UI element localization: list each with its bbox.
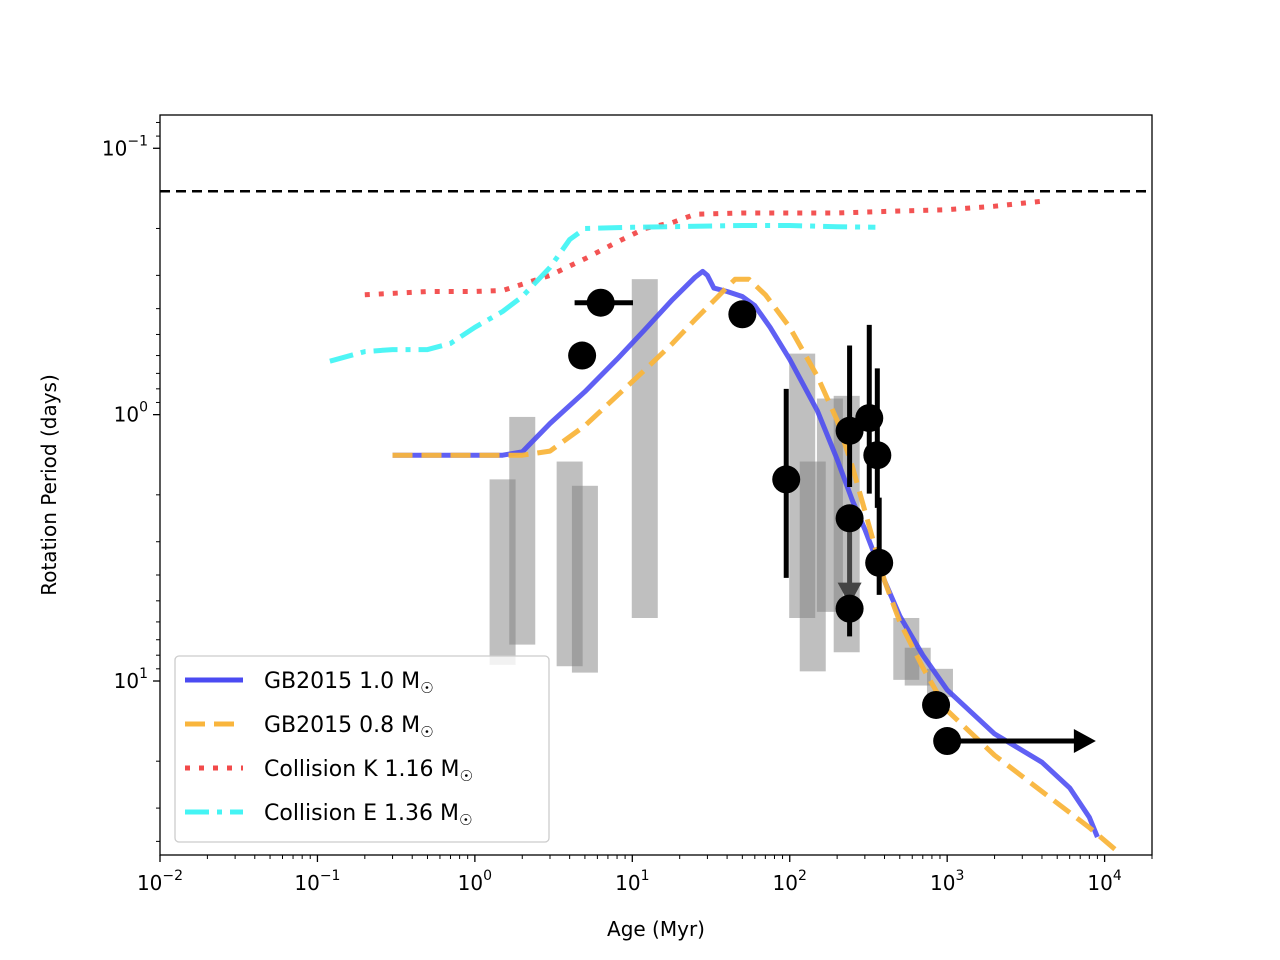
data-point (863, 441, 892, 470)
data-point (835, 504, 864, 533)
y-axis-label: Rotation Period (days) (37, 374, 61, 596)
data-point (835, 594, 864, 623)
legend-label: Collision K 1.16 M☉ (264, 757, 473, 785)
x-tick-label: 100 (458, 868, 492, 895)
data-point (865, 548, 894, 577)
x-tick-label: 101 (615, 868, 649, 895)
data-point (728, 300, 757, 329)
legend-label: GB2015 1.0 M☉ (264, 669, 434, 697)
x-tick-label: 10−2 (137, 868, 183, 895)
y-tick-label: 101 (114, 666, 148, 693)
age-arrow-head (1073, 729, 1096, 754)
data-point (772, 465, 801, 494)
legend-label: GB2015 0.8 M☉ (264, 713, 434, 741)
data-point (933, 727, 962, 756)
x-tick-label: 10−1 (294, 868, 340, 895)
legend-frame (174, 655, 550, 843)
y-tick-label: 100 (114, 400, 148, 427)
limit-arrow-head (837, 582, 862, 605)
series-line-1 (392, 268, 1100, 838)
gray-range-bar (904, 647, 931, 686)
data-point (922, 690, 951, 719)
x-tick-label: 103 (930, 868, 964, 895)
legend-label: Collision E 1.36 M☉ (264, 801, 472, 829)
series-line-4 (329, 223, 876, 364)
x-tick-label: 104 (1087, 868, 1121, 895)
y-tick-label: 10−1 (102, 133, 148, 160)
gray-range-bar (571, 485, 598, 673)
plot-frame (159, 114, 1153, 856)
legend: GB2015 1.0 M☉ GB2015 0.8 M☉ Collision K 1.… (174, 655, 550, 843)
data-point (568, 341, 597, 370)
data-point (586, 288, 615, 317)
x-tick-label: 102 (773, 868, 807, 895)
x-axis-label: Age (Myr) (607, 917, 705, 941)
series-line-3 (364, 198, 1043, 298)
